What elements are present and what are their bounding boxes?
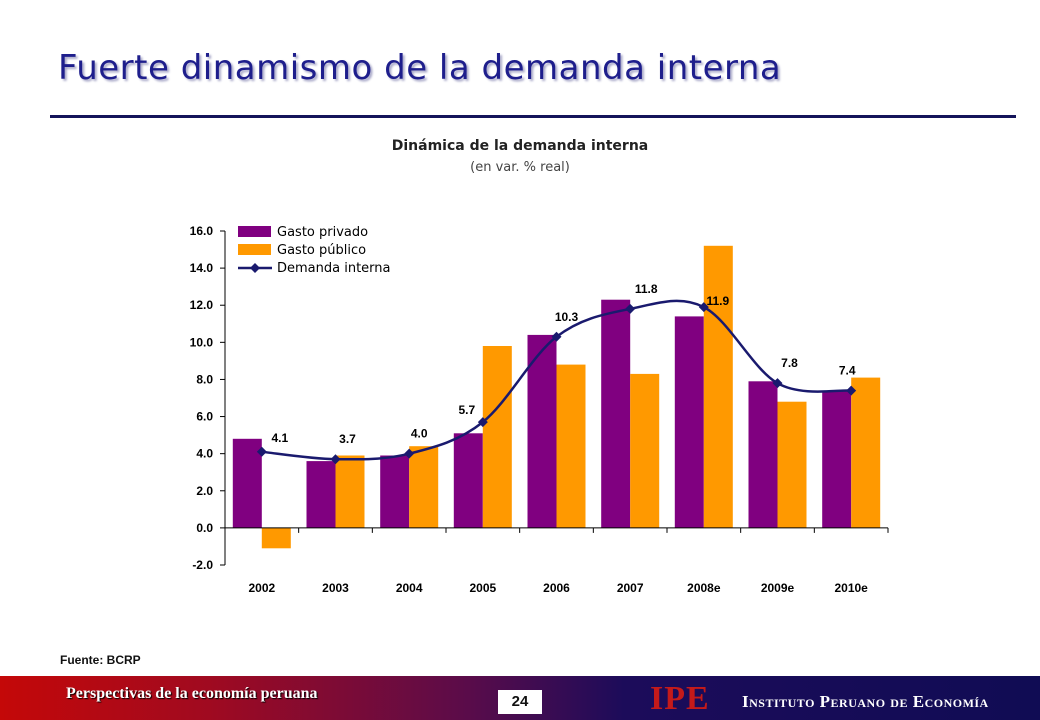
bar-gasto-privado-2010e (822, 390, 852, 528)
bar-gasto-publico-2010e (851, 377, 881, 528)
page-number: 24 (498, 690, 542, 714)
x-tick-label: 2004 (396, 581, 423, 595)
data-label-demanda-interna: 7.8 (781, 356, 798, 370)
bar-gasto-privado-2003 (306, 461, 336, 528)
marker-demanda-interna-2006 (551, 331, 562, 342)
bar-gasto-privado-2002 (232, 438, 262, 528)
ipe-logo: IPE (650, 680, 710, 717)
marker-demanda-interna-2009e (772, 378, 783, 389)
chart-subtitle: (en var. % real) (470, 160, 570, 175)
marker-demanda-interna-2003 (330, 454, 341, 465)
y-tick-label: 16.0 (190, 224, 214, 238)
x-tick-label: 2008e (687, 581, 721, 595)
marker-demanda-interna-2004 (404, 448, 415, 459)
x-tick-label: 2002 (248, 581, 275, 595)
legend-label: Demanda interna (277, 261, 391, 276)
data-label-demanda-interna: 11.8 (635, 282, 658, 296)
legend-marker-demanda-interna (250, 263, 260, 273)
bar-gasto-privado-2005 (453, 433, 483, 528)
bar-gasto-publico-2007 (630, 373, 660, 528)
x-tick-label: 2010e (834, 581, 868, 595)
marker-demanda-interna-2002 (256, 446, 267, 457)
demand-chart: -2.0 0.0 2.0 4.0 6.0 8.0 10.0 12.0 14.0 16.0 2002 2… (190, 224, 889, 595)
bar-gasto-privado-2004 (380, 455, 410, 528)
x-tick-label: 2007 (617, 581, 644, 595)
y-tick-label: 6.0 (196, 410, 213, 424)
bar-gasto-privado-2009e (748, 381, 778, 528)
y-tick-label: -2.0 (192, 558, 213, 572)
data-label-demanda-interna: 3.7 (339, 432, 356, 446)
legend-swatch-gasto-publico (238, 244, 271, 255)
institute-name: Instituto Peruano de Economía (742, 692, 989, 711)
y-tick-label: 12.0 (190, 298, 214, 312)
footer-text: Perspectivas de la economía peruana (66, 685, 318, 702)
bar-gasto-publico-2003 (335, 455, 365, 528)
x-tick-label: 2009e (761, 581, 795, 595)
x-tick-label: 2006 (543, 581, 570, 595)
legend-label: Gasto público (277, 243, 366, 258)
bar-gasto-publico-2004 (409, 446, 439, 528)
bar-gasto-publico-2006 (556, 364, 586, 528)
legend-swatch-gasto-privado (238, 226, 271, 237)
data-label-demanda-interna: 4.1 (271, 431, 288, 445)
x-tick-label: 2003 (322, 581, 349, 595)
bar-gasto-privado-2008e (674, 316, 704, 528)
y-tick-label: 10.0 (190, 335, 214, 349)
data-label-demanda-interna: 11.9 (706, 294, 729, 308)
title-divider (50, 115, 1016, 118)
data-label-demanda-interna: 7.4 (839, 364, 856, 378)
y-tick-label: 4.0 (196, 447, 213, 461)
marker-demanda-interna-2005 (477, 417, 488, 428)
y-tick-label: 0.0 (196, 521, 213, 535)
marker-demanda-interna-2007 (625, 303, 636, 314)
y-tick-label: 2.0 (196, 484, 213, 498)
bar-gasto-publico-2005 (482, 346, 512, 528)
legend-label: Gasto privado (277, 225, 368, 240)
bar-gasto-privado-2007 (601, 299, 631, 528)
y-tick-label: 8.0 (196, 372, 213, 386)
data-label-demanda-interna: 10.3 (555, 310, 579, 324)
chart-title: Dinámica de la demanda interna (391, 138, 649, 154)
data-label-demanda-interna: 4.0 (411, 427, 428, 441)
bar-gasto-publico-2002 (261, 527, 291, 549)
x-tick-label: 2005 (469, 581, 496, 595)
bar-gasto-publico-2008e (703, 245, 733, 528)
slide-title: Fuerte dinamismo de la demanda interna (58, 48, 782, 88)
data-label-demanda-interna: 5.7 (458, 403, 475, 417)
source-note: Fuente: BCRP (60, 653, 141, 667)
bar-gasto-privado-2006 (527, 334, 557, 528)
y-tick-label: 14.0 (190, 261, 214, 275)
marker-demanda-interna-2010e (846, 385, 857, 396)
bar-gasto-publico-2009e (777, 401, 807, 528)
marker-demanda-interna-2008e (698, 302, 709, 313)
